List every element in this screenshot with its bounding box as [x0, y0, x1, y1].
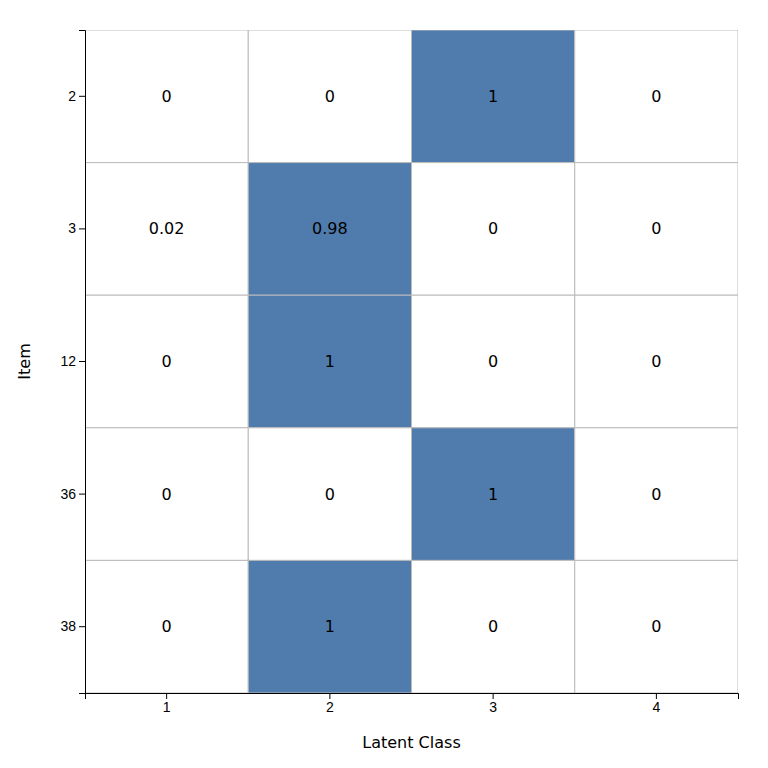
- data-label: 0: [651, 485, 661, 504]
- tick: 2: [68, 88, 85, 104]
- tick: 36: [60, 486, 85, 502]
- data-label: 0: [162, 352, 172, 371]
- tick-label: 3: [489, 699, 497, 715]
- tick-label: 4: [652, 699, 660, 715]
- data-label: 0: [651, 87, 661, 106]
- cell: [248, 295, 411, 428]
- data-label: 0: [651, 617, 661, 636]
- data-label: 1: [488, 485, 498, 504]
- cell: [412, 30, 575, 163]
- cell: [575, 560, 738, 693]
- cell: [85, 163, 248, 296]
- tick-label: 2: [68, 88, 76, 104]
- data-label: 1: [488, 87, 498, 106]
- plot: 00100.020.9800010000100100123423123638La…: [15, 30, 739, 752]
- tick-mark: [79, 96, 85, 97]
- data-label: 0.98: [312, 219, 348, 238]
- cell: [575, 163, 738, 296]
- data-label: 0: [325, 87, 335, 106]
- tick-mark: [79, 494, 85, 495]
- data-label: 0: [651, 219, 661, 238]
- cell: [412, 163, 575, 296]
- tick-label: 38: [60, 618, 76, 634]
- x-axis-title: Latent Class: [362, 733, 460, 752]
- tick: 12: [60, 353, 85, 369]
- cell: [412, 428, 575, 561]
- cell: [248, 30, 411, 163]
- tick: 38: [60, 618, 85, 634]
- tick-mark: [79, 626, 85, 627]
- cell: [248, 560, 411, 693]
- tick-mark: [79, 228, 85, 229]
- tick: 4: [652, 693, 660, 715]
- data-label: 0: [651, 352, 661, 371]
- y-axis-title: Item: [15, 343, 34, 379]
- cell: [85, 30, 248, 163]
- chart: 00100.020.9800010000100100123423123638La…: [0, 0, 768, 768]
- cells: [85, 30, 738, 693]
- data-label: 0: [162, 485, 172, 504]
- data-label: 0: [488, 617, 498, 636]
- cell: [248, 428, 411, 561]
- y-axis: 2 3 12 36 38: [60, 31, 85, 694]
- x-axis: 1 2 3 4: [86, 693, 739, 715]
- cell: [85, 560, 248, 693]
- tick: 3: [68, 220, 85, 236]
- cell: [412, 560, 575, 693]
- tick: 1: [163, 693, 171, 715]
- tick-label: 1: [163, 699, 171, 715]
- tick-label: 36: [60, 486, 76, 502]
- cell: [412, 295, 575, 428]
- cell: [575, 30, 738, 163]
- tick: 2: [326, 693, 334, 715]
- tick-label: 12: [60, 353, 76, 369]
- cell: [85, 295, 248, 428]
- cell: [575, 295, 738, 428]
- data-label: 0: [488, 352, 498, 371]
- data-label: 1: [325, 352, 335, 371]
- tick-mark: [79, 361, 85, 362]
- data-label: 0: [325, 485, 335, 504]
- cell: [248, 163, 411, 296]
- tick-label: 3: [68, 220, 76, 236]
- cell: [85, 428, 248, 561]
- data-label: 0: [162, 87, 172, 106]
- data-label: 1: [325, 617, 335, 636]
- axis-line: [79, 31, 86, 694]
- data-label: 0.02: [149, 219, 185, 238]
- tick-label: 2: [326, 699, 334, 715]
- data-labels: 0 0 1 0 0.02 0.98 0 0 0 1 0 0 0 0 1 0 0 1 0 0: [149, 87, 662, 636]
- tick: 3: [489, 693, 497, 715]
- data-label: 0: [488, 219, 498, 238]
- data-label: 0: [162, 617, 172, 636]
- axis-line: [86, 694, 739, 700]
- cell: [575, 428, 738, 561]
